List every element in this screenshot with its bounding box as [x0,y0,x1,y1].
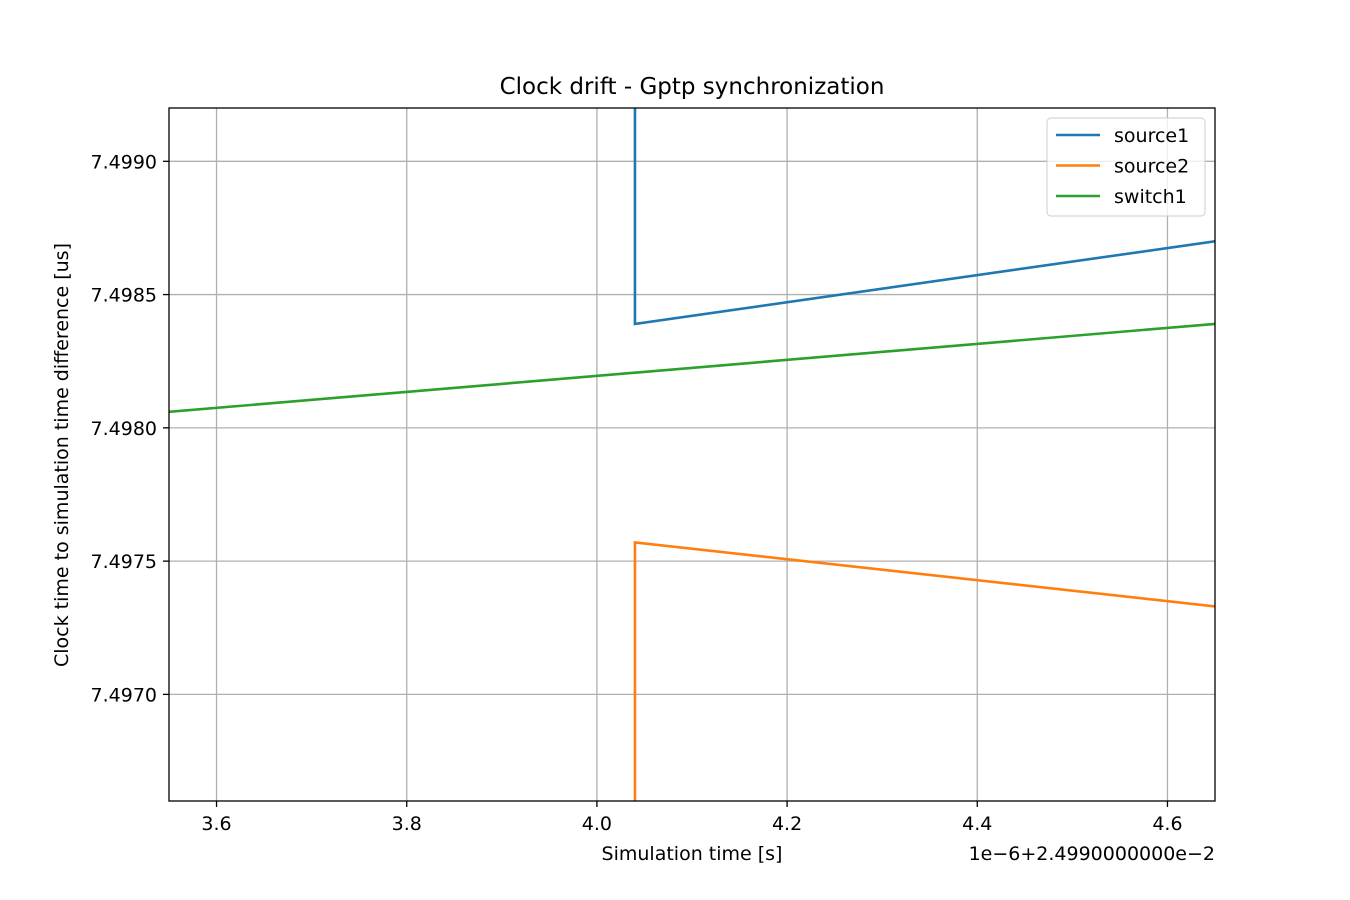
x-tick-label: 4.2 [772,813,802,835]
legend-label-source1: source1 [1114,125,1189,147]
series-line-switch1 [169,322,1215,414]
y-tick-label: 7.4970 [91,684,157,706]
legend: source1 source2 switch1 [1046,117,1206,217]
series-line-source1 [633,108,1215,326]
y-axis-title: Clock time to simulation time difference… [51,243,73,667]
y-tick-label: 7.4975 [91,551,157,573]
legend-box [1046,117,1206,217]
chart-title: Clock drift - Gptp synchronization [500,74,885,100]
y-tick-label: 7.4980 [91,418,157,440]
series-line-source2 [633,541,1215,801]
y-tick-label: 7.4985 [91,285,157,307]
x-tick-label: 4.0 [582,813,612,835]
x-tick-label: 3.6 [201,813,231,835]
grid [169,108,1215,801]
series-lines [169,108,1215,801]
y-tick-label: 7.4990 [91,151,157,173]
plot-frame [168,107,1216,802]
legend-items: source1 source2 switch1 [1056,125,1189,208]
x-axis-offset-text: 1e−6+2.4990000000e−2 [969,843,1215,865]
x-axis-title: Simulation time [s] [602,843,783,865]
legend-label-source2: source2 [1114,156,1189,178]
axis-ticks: 3.6 3.8 4.0 4.2 4.4 4.6 7.4970 7.4975 7.4980 7.49… [91,151,1183,835]
plot-area [169,108,1215,801]
x-tick-label: 4.4 [962,813,992,835]
x-tick-label: 4.6 [1152,813,1182,835]
x-tick-label: 3.8 [392,813,422,835]
legend-label-switch1: switch1 [1114,186,1187,208]
